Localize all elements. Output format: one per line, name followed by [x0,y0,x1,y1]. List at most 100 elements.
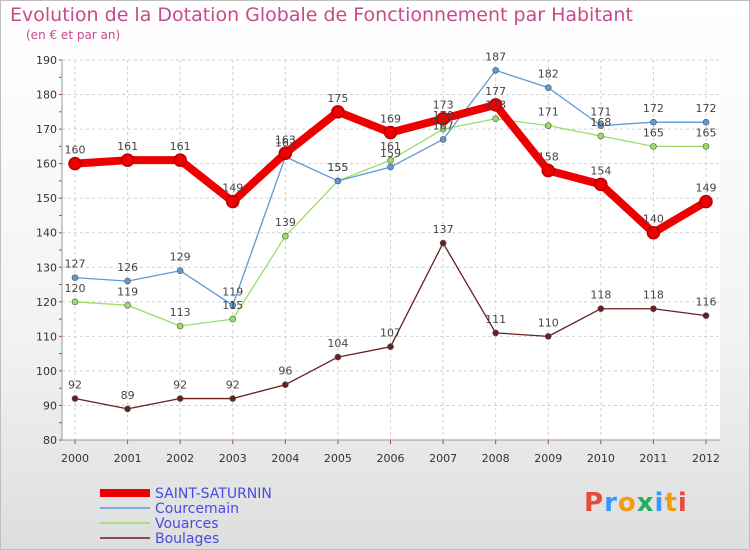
data-point [650,118,657,126]
y-tick-label: 140 [36,227,57,240]
y-tick-label: 130 [36,261,57,274]
data-point [124,301,131,309]
data-label: 89 [121,389,135,402]
data-point [702,312,710,319]
data-label: 162 [275,137,296,150]
x-tick-label: 2003 [219,452,247,465]
data-label: 140 [643,213,664,226]
chart-title: Evolution de la Dotation Globale de Fonc… [10,4,633,26]
data-point [176,395,184,402]
data-label: 92 [68,379,82,392]
data-label: 127 [65,258,86,271]
x-tick-label: 2002 [166,452,194,465]
data-point [597,132,605,140]
plot-area [62,60,720,440]
data-point [331,105,345,119]
data-label: 169 [380,113,401,126]
data-label: 129 [170,251,191,264]
y-tick-label: 120 [36,296,57,309]
data-point [544,122,552,129]
data-label: 96 [278,365,292,378]
data-point [229,301,237,309]
legend-label: Boulages [155,531,219,547]
data-point [436,111,450,126]
chart-subtitle: (en € et par an) [26,28,121,42]
logo-letter: t [664,488,678,518]
legend-label: Vouarces [155,516,219,532]
data-label: 171 [538,106,559,119]
data-point [699,194,713,209]
data-label: 165 [696,126,717,139]
data-label: 172 [696,102,717,115]
data-label: 155 [327,161,348,174]
legend-label: Courcemain [155,501,239,517]
data-label: 160 [65,144,86,157]
data-label: 119 [222,285,243,298]
y-tick-label: 180 [36,89,57,102]
data-label: 92 [226,379,240,392]
data-point [597,122,605,129]
data-point [229,395,237,402]
data-point [439,125,447,133]
data-label: 137 [433,223,454,236]
data-point [71,395,79,402]
data-point [124,277,131,285]
y-tick-label: 110 [36,330,57,343]
data-label: 172 [643,102,664,115]
logo-letter: i [677,488,688,518]
data-label: 119 [117,285,138,298]
data-label: 158 [538,151,559,164]
x-tick-label: 2001 [114,452,142,465]
data-point [439,239,447,247]
data-labels: 160 161 1611491631751691731771581541401491… [65,50,717,402]
data-label: 104 [327,337,348,350]
data-label: 171 [590,106,611,119]
logo-letter: x [636,488,655,518]
logo-letter: o [617,488,637,518]
data-point [71,274,79,281]
data-point [541,163,555,178]
data-label: 107 [380,327,401,340]
data-label: 173 [433,99,454,112]
x-tick-label: 2006 [377,452,405,465]
data-label: 154 [590,164,611,177]
data-label: 165 [643,126,664,139]
data-label: 161 [117,140,138,153]
data-label: 120 [65,282,86,295]
data-point [120,153,135,167]
y-tick-label: 160 [36,158,57,171]
data-point [282,232,289,240]
y-tick-label: 190 [36,54,57,67]
y-tick-label: 170 [36,123,57,136]
data-point [492,67,499,74]
series-layer [68,67,713,413]
data-point [282,381,289,389]
data-label: 168 [590,116,611,129]
data-label: 167 [433,119,454,132]
x-tick-label: 2009 [534,452,562,465]
y-tick-label: 80 [43,434,57,447]
data-point [278,146,293,161]
data-label: 126 [117,261,138,274]
y-tick-label: 90 [43,399,57,412]
logo-letter: r [604,488,618,518]
data-point [173,153,187,167]
axes: 80 90 100 110 120 130 140 150 160 170 180 190 2000 20… [36,54,720,465]
data-label: 155 [327,161,348,174]
data-point [387,343,394,351]
data-label: 175 [327,92,348,105]
data-point [597,305,605,313]
x-tick-label: 2012 [692,452,720,465]
logo-letter: i [654,488,665,518]
data-point [334,353,342,361]
legend-label: SAINT-SATURNIN [155,486,272,502]
y-tick-label: 150 [36,192,57,205]
data-label: 177 [485,85,506,98]
data-label: 115 [222,299,243,312]
data-label: 161 [170,140,191,153]
data-label: 187 [485,50,506,63]
data-point [387,163,394,171]
proxiti-logo: Proxiti [584,488,688,518]
